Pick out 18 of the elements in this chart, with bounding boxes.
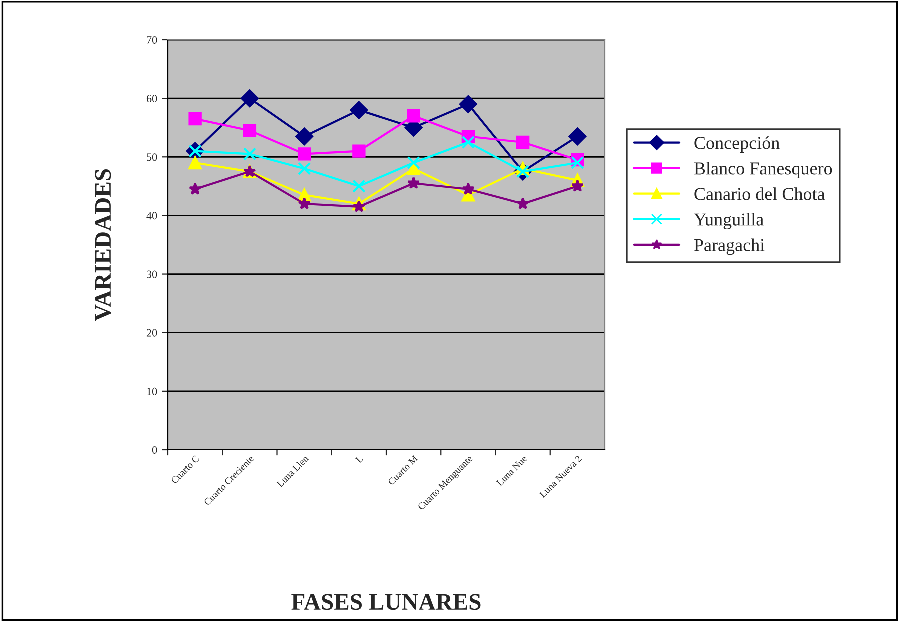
x-tick-label: Luna Nue	[496, 455, 528, 487]
x-tick-label: L	[355, 455, 364, 464]
y-tick-label: 0	[152, 446, 158, 454]
y-tick-label: 50	[147, 154, 158, 162]
y-axis-title: VARIEDADES	[95, 169, 112, 322]
legend-label: Yunguilla	[694, 213, 764, 230]
x-axis-title: FASES LUNARES	[292, 594, 481, 610]
y-tick-label: 30	[147, 270, 158, 278]
legend-label: Concepción	[694, 136, 780, 153]
y-tick-label: 20	[146, 329, 158, 337]
y-tick-label: 10	[147, 388, 158, 396]
y-tick-label: 70	[147, 36, 158, 44]
legend-label: Canario del Chota	[694, 188, 826, 200]
y-tick-label: 40	[146, 212, 158, 220]
x-tick-label: Luna Llen	[276, 454, 310, 488]
y-tick-label: 60	[146, 95, 158, 103]
legend-label: Paragachi	[694, 238, 765, 256]
legend-label: Blanco Fanesquero	[694, 162, 832, 178]
